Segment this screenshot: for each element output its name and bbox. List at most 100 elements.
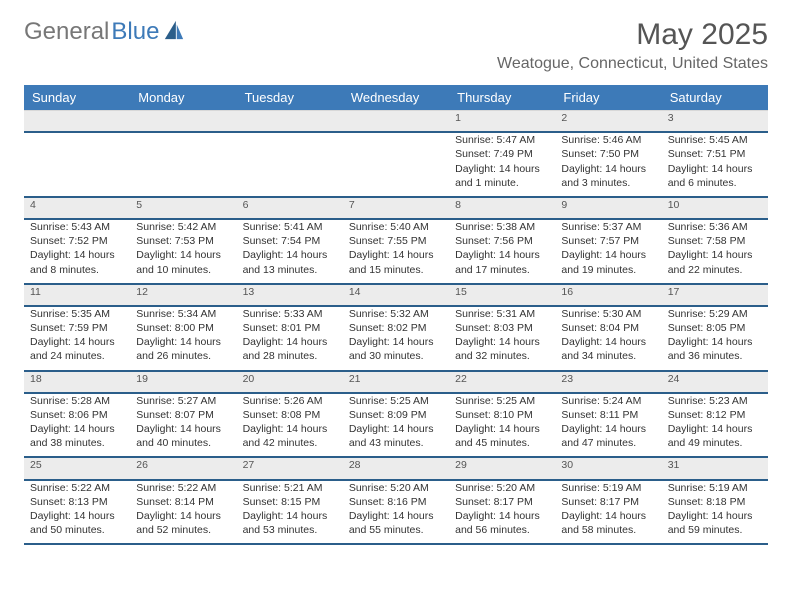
daylight-text: Daylight: 14 hours and 50 minutes. [30, 509, 124, 537]
sunset-text: Sunset: 7:52 PM [30, 234, 124, 248]
sunset-text: Sunset: 8:17 PM [455, 495, 549, 509]
day-cell: Sunrise: 5:21 AMSunset: 8:15 PMDaylight:… [237, 480, 343, 545]
sunrise-text: Sunrise: 5:42 AM [136, 220, 230, 234]
sunrise-text: Sunrise: 5:25 AM [455, 394, 549, 408]
sunrise-text: Sunrise: 5:45 AM [668, 133, 762, 147]
day-cell: Sunrise: 5:19 AMSunset: 8:18 PMDaylight:… [662, 480, 768, 545]
day-number-cell: 31 [662, 457, 768, 479]
sunset-text: Sunset: 8:06 PM [30, 408, 124, 422]
sunrise-text: Sunrise: 5:23 AM [668, 394, 762, 408]
daylight-text: Daylight: 14 hours and 13 minutes. [243, 248, 337, 276]
day-cell: Sunrise: 5:45 AMSunset: 7:51 PMDaylight:… [662, 132, 768, 197]
daylight-text: Daylight: 14 hours and 34 minutes. [561, 335, 655, 363]
sunrise-text: Sunrise: 5:40 AM [349, 220, 443, 234]
sunset-text: Sunset: 7:58 PM [668, 234, 762, 248]
sunset-text: Sunset: 7:59 PM [30, 321, 124, 335]
day-cell: Sunrise: 5:24 AMSunset: 8:11 PMDaylight:… [555, 393, 661, 458]
daylight-text: Daylight: 14 hours and 43 minutes. [349, 422, 443, 450]
sunset-text: Sunset: 7:53 PM [136, 234, 230, 248]
sunset-text: Sunset: 8:12 PM [668, 408, 762, 422]
day-number-cell: 17 [662, 284, 768, 306]
sunset-text: Sunset: 8:05 PM [668, 321, 762, 335]
day-cell: Sunrise: 5:38 AMSunset: 7:56 PMDaylight:… [449, 219, 555, 284]
logo: GeneralBlue [24, 18, 185, 46]
title-block: May 2025 Weatogue, Connecticut, United S… [497, 18, 768, 81]
sunrise-text: Sunrise: 5:38 AM [455, 220, 549, 234]
day-info-row: Sunrise: 5:43 AMSunset: 7:52 PMDaylight:… [24, 219, 768, 284]
day-cell: Sunrise: 5:35 AMSunset: 7:59 PMDaylight:… [24, 306, 130, 371]
sunrise-text: Sunrise: 5:22 AM [30, 481, 124, 495]
daylight-text: Daylight: 14 hours and 24 minutes. [30, 335, 124, 363]
sunrise-text: Sunrise: 5:32 AM [349, 307, 443, 321]
sunset-text: Sunset: 8:11 PM [561, 408, 655, 422]
day-number-cell: 8 [449, 197, 555, 219]
calendar-page: GeneralBlue May 2025 Weatogue, Connectic… [0, 0, 792, 555]
day-number-cell: 7 [343, 197, 449, 219]
sunrise-text: Sunrise: 5:33 AM [243, 307, 337, 321]
sunset-text: Sunset: 8:07 PM [136, 408, 230, 422]
day-number-cell: 1 [449, 111, 555, 133]
empty-cell [343, 111, 449, 133]
day-number-cell: 6 [237, 197, 343, 219]
sunset-text: Sunset: 7:55 PM [349, 234, 443, 248]
day-cell: Sunrise: 5:42 AMSunset: 7:53 PMDaylight:… [130, 219, 236, 284]
month-title: May 2025 [497, 18, 768, 51]
calendar-table: SundayMondayTuesdayWednesdayThursdayFrid… [24, 85, 768, 545]
sunrise-text: Sunrise: 5:28 AM [30, 394, 124, 408]
day-cell: Sunrise: 5:37 AMSunset: 7:57 PMDaylight:… [555, 219, 661, 284]
sunset-text: Sunset: 7:49 PM [455, 147, 549, 161]
daylight-text: Daylight: 14 hours and 47 minutes. [561, 422, 655, 450]
daylight-text: Daylight: 14 hours and 10 minutes. [136, 248, 230, 276]
daylight-text: Daylight: 14 hours and 42 minutes. [243, 422, 337, 450]
day-cell: Sunrise: 5:25 AMSunset: 8:10 PMDaylight:… [449, 393, 555, 458]
empty-cell [237, 132, 343, 197]
day-number-cell: 3 [662, 111, 768, 133]
sunset-text: Sunset: 8:02 PM [349, 321, 443, 335]
weekday-header: Friday [555, 85, 661, 111]
sunrise-text: Sunrise: 5:20 AM [349, 481, 443, 495]
day-number-cell: 20 [237, 371, 343, 393]
sunrise-text: Sunrise: 5:21 AM [243, 481, 337, 495]
daylight-text: Daylight: 14 hours and 36 minutes. [668, 335, 762, 363]
day-number-row: 123 [24, 111, 768, 133]
daylight-text: Daylight: 14 hours and 30 minutes. [349, 335, 443, 363]
sunset-text: Sunset: 7:51 PM [668, 147, 762, 161]
daylight-text: Daylight: 14 hours and 22 minutes. [668, 248, 762, 276]
day-cell: Sunrise: 5:41 AMSunset: 7:54 PMDaylight:… [237, 219, 343, 284]
day-number-cell: 2 [555, 111, 661, 133]
empty-cell [343, 132, 449, 197]
sunset-text: Sunset: 8:00 PM [136, 321, 230, 335]
daylight-text: Daylight: 14 hours and 53 minutes. [243, 509, 337, 537]
sunrise-text: Sunrise: 5:30 AM [561, 307, 655, 321]
sunset-text: Sunset: 7:54 PM [243, 234, 337, 248]
day-number-row: 25262728293031 [24, 457, 768, 479]
day-number-row: 18192021222324 [24, 371, 768, 393]
empty-cell [237, 111, 343, 133]
sunrise-text: Sunrise: 5:26 AM [243, 394, 337, 408]
day-cell: Sunrise: 5:20 AMSunset: 8:17 PMDaylight:… [449, 480, 555, 545]
daylight-text: Daylight: 14 hours and 32 minutes. [455, 335, 549, 363]
sunrise-text: Sunrise: 5:36 AM [668, 220, 762, 234]
day-cell: Sunrise: 5:36 AMSunset: 7:58 PMDaylight:… [662, 219, 768, 284]
sunset-text: Sunset: 8:14 PM [136, 495, 230, 509]
sunset-text: Sunset: 8:03 PM [455, 321, 549, 335]
daylight-text: Daylight: 14 hours and 6 minutes. [668, 162, 762, 190]
daylight-text: Daylight: 14 hours and 28 minutes. [243, 335, 337, 363]
sunset-text: Sunset: 8:15 PM [243, 495, 337, 509]
sunrise-text: Sunrise: 5:29 AM [668, 307, 762, 321]
day-info-row: Sunrise: 5:35 AMSunset: 7:59 PMDaylight:… [24, 306, 768, 371]
day-number-cell: 28 [343, 457, 449, 479]
day-cell: Sunrise: 5:22 AMSunset: 8:14 PMDaylight:… [130, 480, 236, 545]
daylight-text: Daylight: 14 hours and 15 minutes. [349, 248, 443, 276]
day-number-cell: 14 [343, 284, 449, 306]
day-info-row: Sunrise: 5:28 AMSunset: 8:06 PM Daylight:… [24, 393, 768, 458]
logo-text-2: Blue [111, 18, 159, 46]
sunrise-text: Sunrise: 5:24 AM [561, 394, 655, 408]
day-cell: Sunrise: 5:34 AMSunset: 8:00 PMDaylight:… [130, 306, 236, 371]
sunset-text: Sunset: 8:18 PM [668, 495, 762, 509]
sunrise-text: Sunrise: 5:31 AM [455, 307, 549, 321]
logo-text-1: General [24, 18, 109, 46]
weekday-header: Sunday [24, 85, 130, 111]
day-cell: Sunrise: 5:30 AMSunset: 8:04 PMDaylight:… [555, 306, 661, 371]
sunset-text: Sunset: 8:08 PM [243, 408, 337, 422]
